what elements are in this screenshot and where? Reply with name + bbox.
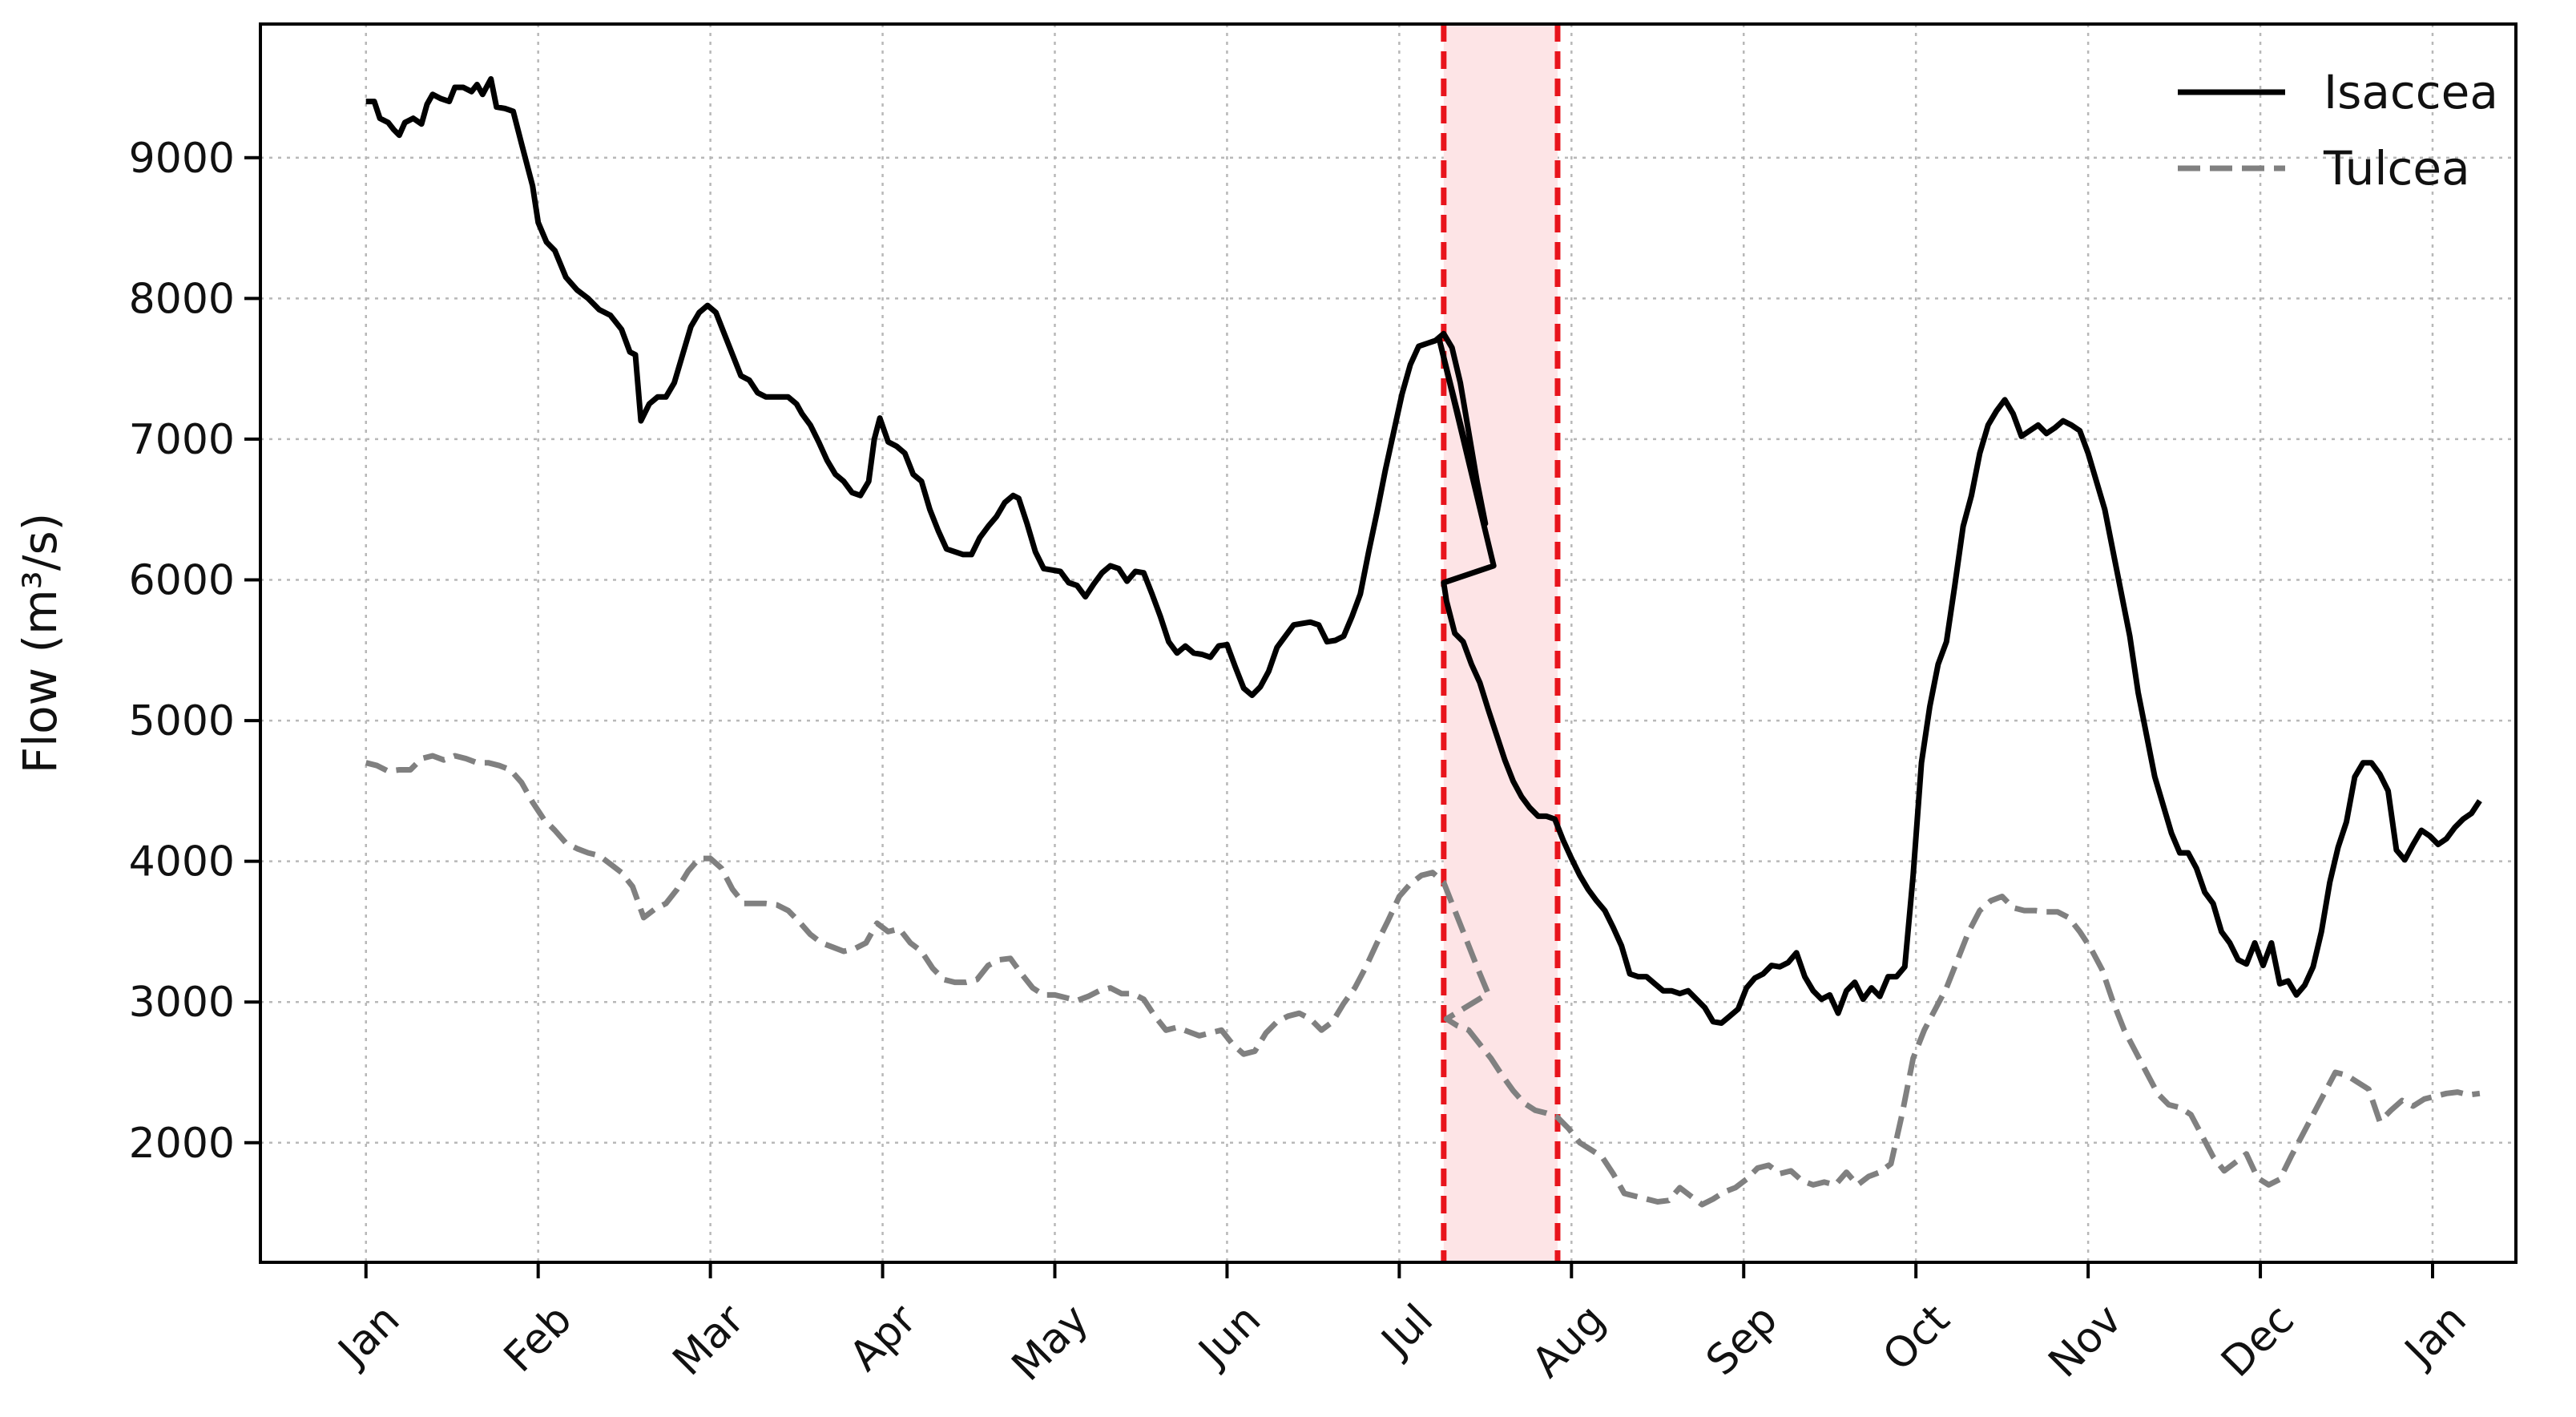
x-tick-label: Mar: [664, 1295, 754, 1385]
series-layer: [365, 76, 2482, 1208]
x-tick-label: Jan: [2395, 1295, 2476, 1376]
series-line-isaccea: [365, 76, 2482, 1026]
y-tick-label: 3000: [129, 979, 235, 1027]
x-tick-label: Dec: [2212, 1295, 2304, 1387]
y-tick-label: 5000: [129, 697, 235, 745]
x-tick-label: Sep: [1697, 1295, 1787, 1385]
x-tick-label: Apr: [841, 1295, 925, 1380]
legend-label-tulcea: Tulcea: [2323, 141, 2470, 196]
x-tick-label: Feb: [495, 1295, 582, 1382]
plot-frame: [259, 22, 2518, 1264]
y-axis-label: Flow (m³/s): [13, 513, 67, 774]
x-tick-label: Aug: [1523, 1295, 1615, 1387]
y-tick-label: 7000: [129, 416, 235, 464]
x-tick-label: Jul: [1371, 1295, 1442, 1367]
axes-layer: Jan Feb Mar Apr May Jun Jul Aug Sep Oct Nov Dec Jan 2…: [129, 22, 2518, 1391]
y-tick-label: 2000: [129, 1120, 235, 1168]
y-tick-label: 4000: [129, 838, 235, 886]
grid-layer: [260, 24, 2516, 1262]
series-line-tulcea: [365, 753, 2481, 1208]
x-tick-label: Jan: [328, 1295, 409, 1376]
y-tick-label: 8000: [129, 275, 235, 323]
legend-label-isaccea: Isaccea: [2324, 65, 2498, 119]
x-tick-label: Oct: [1874, 1295, 1959, 1380]
y-tick-label: 9000: [129, 135, 235, 183]
legend: Isaccea Tulcea: [2178, 65, 2498, 196]
y-tick-label: 6000: [129, 556, 235, 604]
x-tick-label: Nov: [2040, 1295, 2131, 1387]
x-tick-label: May: [1003, 1295, 1098, 1390]
x-tick-label: Jun: [1188, 1295, 1270, 1377]
